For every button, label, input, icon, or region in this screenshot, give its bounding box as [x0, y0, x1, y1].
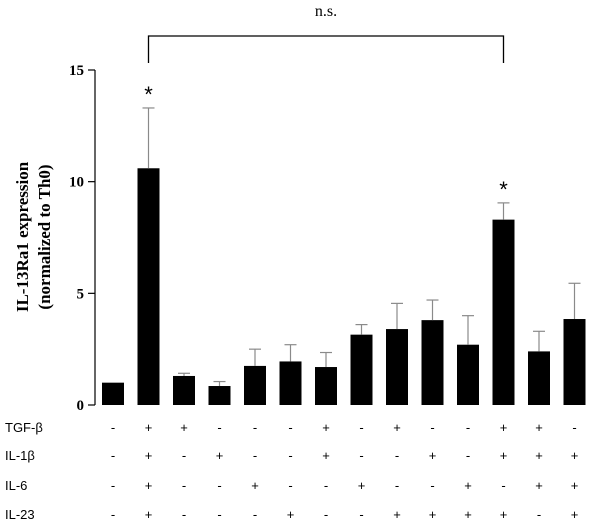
condition-sign: -: [217, 420, 221, 435]
condition-sign: +: [535, 448, 543, 463]
condition-sign: -: [182, 448, 186, 463]
condition-sign: +: [571, 448, 579, 463]
condition-sign: -: [288, 420, 292, 435]
bracket-label: n.s.: [315, 3, 337, 20]
condition-sign: +: [571, 507, 579, 522]
y-axis-label: IL-13Ra1 expression (normalized to Th0): [13, 161, 54, 312]
condition-sign: +: [429, 507, 437, 522]
condition-sign: -: [253, 448, 257, 463]
condition-sign: +: [500, 448, 508, 463]
y-axis-label-line1: IL-13Ra1 expression: [13, 161, 32, 312]
condition-sign: +: [500, 507, 508, 522]
bar-5: [279, 361, 302, 405]
condition-sign: -: [217, 478, 221, 493]
y-axis-label-line2: (normalized to Th0): [35, 164, 54, 309]
bar-0: [102, 382, 124, 405]
bar-10: [457, 344, 479, 405]
condition-sign: +: [145, 507, 153, 522]
condition-sign: -: [182, 478, 186, 493]
bar-2: [173, 375, 195, 405]
condition-sign: -: [501, 478, 505, 493]
condition-sign: -: [253, 420, 257, 435]
condition-sign: +: [464, 507, 472, 522]
condition-sign: -: [430, 478, 434, 493]
y-tick-label: 5: [77, 286, 85, 302]
condition-sign: -: [395, 478, 399, 493]
condition-sign: -: [537, 507, 541, 522]
condition-sign: -: [395, 448, 399, 463]
condition-sign: +: [571, 478, 579, 493]
y-tick-label: 10: [69, 175, 84, 191]
condition-label: TGF-β: [5, 420, 43, 435]
condition-label: IL-23: [5, 507, 35, 522]
condition-sign: +: [393, 420, 401, 435]
condition-sign: +: [322, 448, 330, 463]
condition-sign: -: [288, 448, 292, 463]
condition-sign: +: [535, 420, 543, 435]
annotations: * * n.s.: [144, 3, 508, 202]
axes: 0 5 10 15: [69, 63, 96, 414]
bar-1: [137, 168, 160, 405]
condition-sign: -: [217, 507, 221, 522]
condition-sign: +: [393, 507, 401, 522]
condition-sign: +: [251, 478, 259, 493]
condition-sign: +: [216, 448, 224, 463]
condition-sign: -: [253, 507, 257, 522]
condition-sign: +: [358, 478, 366, 493]
condition-sign: -: [466, 420, 470, 435]
bar-9: [421, 320, 444, 405]
condition-sign: +: [180, 420, 188, 435]
y-tick-label: 15: [69, 63, 84, 79]
bars: [102, 107, 586, 405]
condition-sign: -: [111, 478, 115, 493]
bar-3: [208, 386, 231, 405]
condition-sign: -: [111, 507, 115, 522]
condition-sign: +: [322, 420, 330, 435]
bar-6: [315, 367, 337, 405]
bar-7: [350, 334, 373, 405]
significance-star: *: [499, 177, 508, 202]
bar-13: [563, 319, 586, 405]
condition-sign: -: [324, 478, 328, 493]
condition-sign: -: [430, 420, 434, 435]
condition-sign: +: [287, 507, 295, 522]
condition-sign: +: [145, 448, 153, 463]
condition-label: IL-6: [5, 478, 27, 493]
condition-sign: -: [359, 448, 363, 463]
condition-sign: -: [466, 448, 470, 463]
condition-sign: +: [464, 478, 472, 493]
condition-sign: -: [111, 448, 115, 463]
significance-star: *: [144, 82, 153, 107]
bar-4: [244, 365, 266, 405]
condition-sign: +: [145, 478, 153, 493]
condition-sign: +: [145, 420, 153, 435]
condition-sign: -: [288, 478, 292, 493]
condition-table: TGF-β - + + - - - + - + - - + + - IL-1β - + - + - - + - - + - + + + IL…: [5, 420, 578, 522]
condition-sign: -: [572, 420, 576, 435]
condition-sign: -: [359, 507, 363, 522]
condition-sign: -: [324, 507, 328, 522]
condition-sign: -: [359, 420, 363, 435]
condition-label: IL-1β: [5, 448, 35, 463]
condition-sign: +: [429, 448, 437, 463]
condition-sign: -: [182, 507, 186, 522]
condition-sign: +: [535, 478, 543, 493]
significance-bracket: [147, 35, 505, 63]
y-tick-label: 0: [77, 398, 85, 414]
condition-sign: +: [500, 420, 508, 435]
bar-12: [528, 351, 550, 405]
bar-8: [386, 329, 408, 405]
condition-sign: -: [111, 420, 115, 435]
bar-11: [492, 219, 515, 405]
